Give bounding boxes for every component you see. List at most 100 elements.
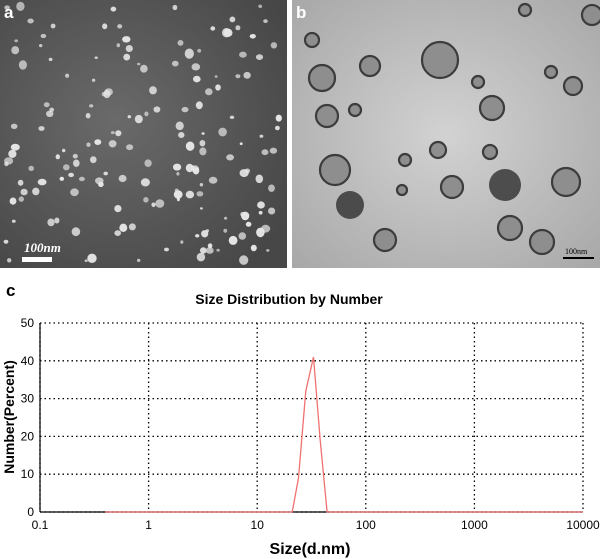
sem-particle (20, 188, 28, 196)
sem-particle (195, 234, 200, 238)
tem-vesicle (397, 152, 413, 168)
sem-particle (140, 64, 148, 73)
sem-particle (98, 181, 104, 188)
sem-particle (263, 19, 268, 23)
x-tick-label: 100 (356, 518, 376, 532)
x-tick-label: 1 (145, 518, 152, 532)
sem-particle (149, 86, 157, 95)
sem-particle (87, 253, 97, 263)
sem-particle (185, 141, 195, 151)
sem-particle (190, 165, 195, 170)
sem-particle (143, 197, 149, 203)
sem-particle (102, 23, 108, 30)
sem-particle (268, 184, 275, 192)
sem-particle (176, 172, 180, 176)
sem-particle (196, 252, 206, 262)
tem-vesicle (439, 174, 465, 200)
sem-particle (238, 232, 247, 240)
sem-particle (210, 26, 216, 31)
sem-particle (193, 75, 201, 83)
sem-particle (269, 147, 278, 154)
sem-particle (275, 125, 280, 131)
tem-vesicle (314, 103, 340, 129)
sem-particle (43, 102, 50, 108)
sem-particle (176, 197, 180, 202)
sem-particle (239, 51, 247, 58)
sem-particle (205, 247, 214, 254)
sem-particle (128, 223, 136, 231)
sem-particle (242, 212, 248, 217)
panel-c-label: c (6, 281, 15, 300)
sem-particle (32, 187, 40, 196)
sem-particle (177, 40, 184, 46)
sem-particle (37, 178, 47, 186)
sem-particle (123, 53, 131, 61)
sem-particle (199, 140, 206, 147)
panel-a-scale-label: 100nm (24, 240, 61, 255)
sem-particle (197, 48, 202, 53)
x-axis-label: Size(d.nm) (270, 541, 351, 558)
sem-particle (218, 127, 227, 137)
chart-title: Size Distribution by Number (195, 291, 383, 307)
sem-particle (199, 207, 203, 210)
sem-particle (117, 24, 123, 29)
y-tick-label: 50 (21, 316, 35, 330)
tem-image (292, 0, 600, 268)
sem-particle (114, 230, 121, 237)
sem-particle (126, 144, 134, 151)
sem-particle (47, 218, 55, 227)
sem-particle (94, 56, 98, 59)
sem-particle (174, 188, 179, 193)
sem-particle (228, 235, 238, 245)
sem-particle (10, 143, 20, 151)
sem-particle (239, 255, 249, 265)
sem-particle (84, 259, 88, 263)
tem-vesicle (496, 214, 524, 242)
panel-b-label: b (296, 3, 306, 22)
sem-particle (10, 123, 18, 129)
x-tick-label: 1000 (461, 518, 488, 532)
sem-particle (3, 239, 9, 244)
sem-particle (215, 84, 221, 91)
tem-vesicle (528, 228, 556, 256)
y-tick-label: 0 (27, 505, 34, 519)
sem-particle (90, 156, 97, 164)
tem-vesicle (550, 166, 582, 198)
tem-vesicle (318, 153, 352, 187)
panel-a: a 100nm (0, 0, 287, 268)
sem-particle (70, 188, 79, 197)
sem-particle (89, 104, 94, 108)
sem-particle (144, 111, 149, 117)
sem-particle (46, 110, 54, 118)
sem-particle (266, 249, 270, 252)
sem-particle (68, 172, 74, 178)
sem-particle (205, 88, 213, 96)
sem-particle (122, 36, 131, 43)
sem-particle (249, 34, 256, 39)
sem-particle (175, 121, 184, 131)
sem-particle (191, 63, 201, 71)
sem-particle (195, 101, 203, 110)
sem-particle (137, 62, 141, 66)
tem-vesicle (470, 74, 486, 90)
sem-particle (235, 74, 241, 79)
panel-c: c Size Distribution by Number 0.1 1 10 100 1… (1, 281, 600, 558)
sem-particle (173, 163, 182, 171)
sem-particle (115, 130, 122, 137)
sem-particle (8, 149, 17, 158)
panel-a-scale-bar (22, 257, 52, 262)
sem-particle (243, 71, 251, 79)
sem-particle (153, 106, 161, 113)
sem-particle (224, 216, 228, 220)
sem-particle (192, 167, 200, 175)
sem-particle (270, 42, 278, 49)
sem-particle (239, 142, 243, 145)
x-tick-label: 10000 (566, 518, 600, 532)
sem-particle (178, 132, 185, 138)
y-tick-label: 20 (21, 429, 35, 443)
sem-particle (250, 244, 257, 252)
sem-particle (94, 139, 102, 146)
sem-particle (208, 176, 218, 184)
sem-particle (101, 92, 106, 97)
